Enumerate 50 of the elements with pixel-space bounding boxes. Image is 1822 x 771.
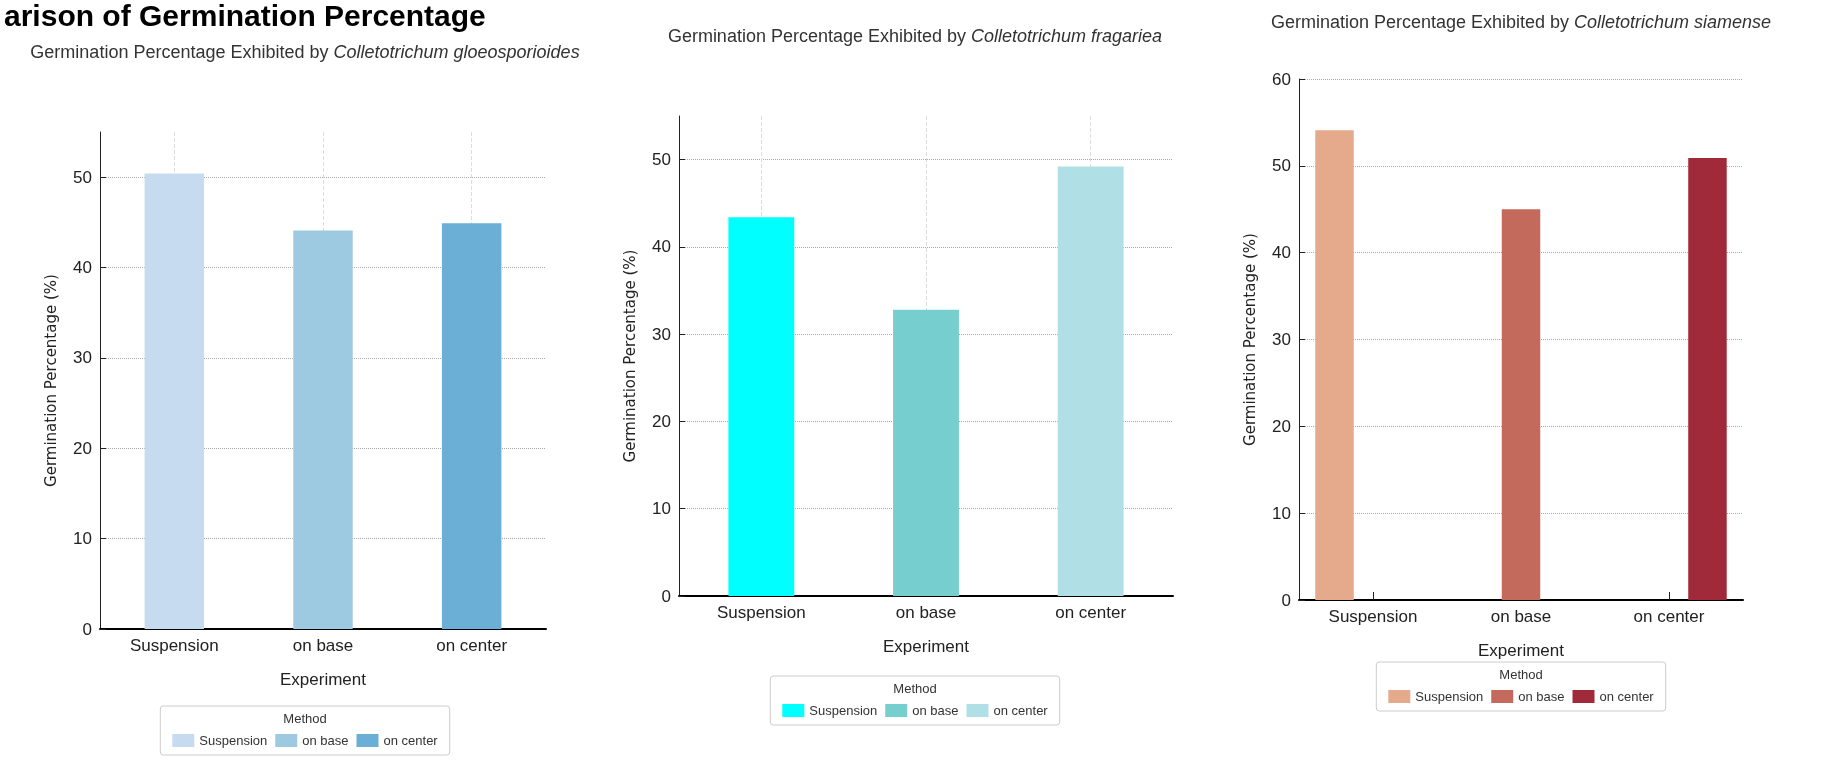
text: arison of Germination Percentage <box>4 0 486 32</box>
legend-label: Suspension <box>199 733 268 748</box>
legend-label: on base <box>912 703 959 718</box>
x-axis-title: Experiment <box>883 637 970 656</box>
x-tick-label: Suspension <box>129 636 219 655</box>
y-tick-label: 20 <box>73 438 92 458</box>
y-tick-label: 50 <box>73 167 92 187</box>
y-tick-label: 20 <box>652 411 671 431</box>
y-tick-label: 30 <box>652 324 671 344</box>
y-tick-label: 40 <box>652 237 671 257</box>
x-tick-label: on base <box>292 636 354 655</box>
x-tick-label: Suspension <box>1328 607 1418 626</box>
x-axis-title: Experiment <box>280 670 367 689</box>
chart-title: Germination Percentage Exhibited by Colletotrichum siamense <box>1270 12 1772 32</box>
y-tick-label: 0 <box>82 619 92 639</box>
y-tick-label: 0 <box>661 586 671 606</box>
legend-label: Suspension <box>809 703 878 718</box>
y-tick-label: 40 <box>73 258 92 278</box>
legend-title: Method <box>1499 667 1543 682</box>
y-tick-label: 30 <box>73 348 92 368</box>
y-tick-label: 10 <box>73 529 92 549</box>
legend-label: on base <box>1518 689 1565 704</box>
y-tick-label: 40 <box>1272 243 1291 263</box>
chart-title: Germination Percentage Exhibited by Colletotrichum fragariea <box>667 26 1163 46</box>
x-tick-label: Suspension <box>716 603 806 622</box>
legend-label: on center <box>383 733 439 748</box>
legend-title: Method <box>283 711 327 726</box>
x-tick-label: on center <box>1055 603 1127 622</box>
y-axis-title: Germination Percentage (%) <box>41 274 60 487</box>
y-tick-label: 0 <box>1281 590 1291 610</box>
y-tick-label: 60 <box>1272 69 1291 89</box>
x-tick-label: on center <box>436 636 508 655</box>
x-tick-label: on base <box>1490 607 1552 626</box>
x-tick-label: on base <box>895 603 957 622</box>
x-tick-label: on center <box>1633 607 1705 626</box>
y-tick-label: 50 <box>652 150 671 170</box>
legend-label: on center <box>1599 689 1655 704</box>
y-tick-label: 20 <box>1272 416 1291 436</box>
legend-label: Suspension <box>1415 689 1484 704</box>
legend-label: on base <box>302 733 349 748</box>
y-tick-label: 10 <box>1272 503 1291 523</box>
y-tick-label: 30 <box>1272 330 1291 349</box>
y-tick-label: 10 <box>652 499 671 519</box>
y-axis-title: Germination Percentage (%) <box>1240 233 1259 446</box>
y-tick-label: 50 <box>1272 156 1291 176</box>
x-axis-title: Experiment <box>1478 641 1565 660</box>
chart-title: Germination Percentage Exhibited by Colletotrichum gloeosporioides <box>30 42 580 62</box>
legend-label: on center <box>993 703 1049 718</box>
legend-title: Method <box>893 681 937 696</box>
y-axis-title: Germination Percentage (%) <box>620 249 639 463</box>
